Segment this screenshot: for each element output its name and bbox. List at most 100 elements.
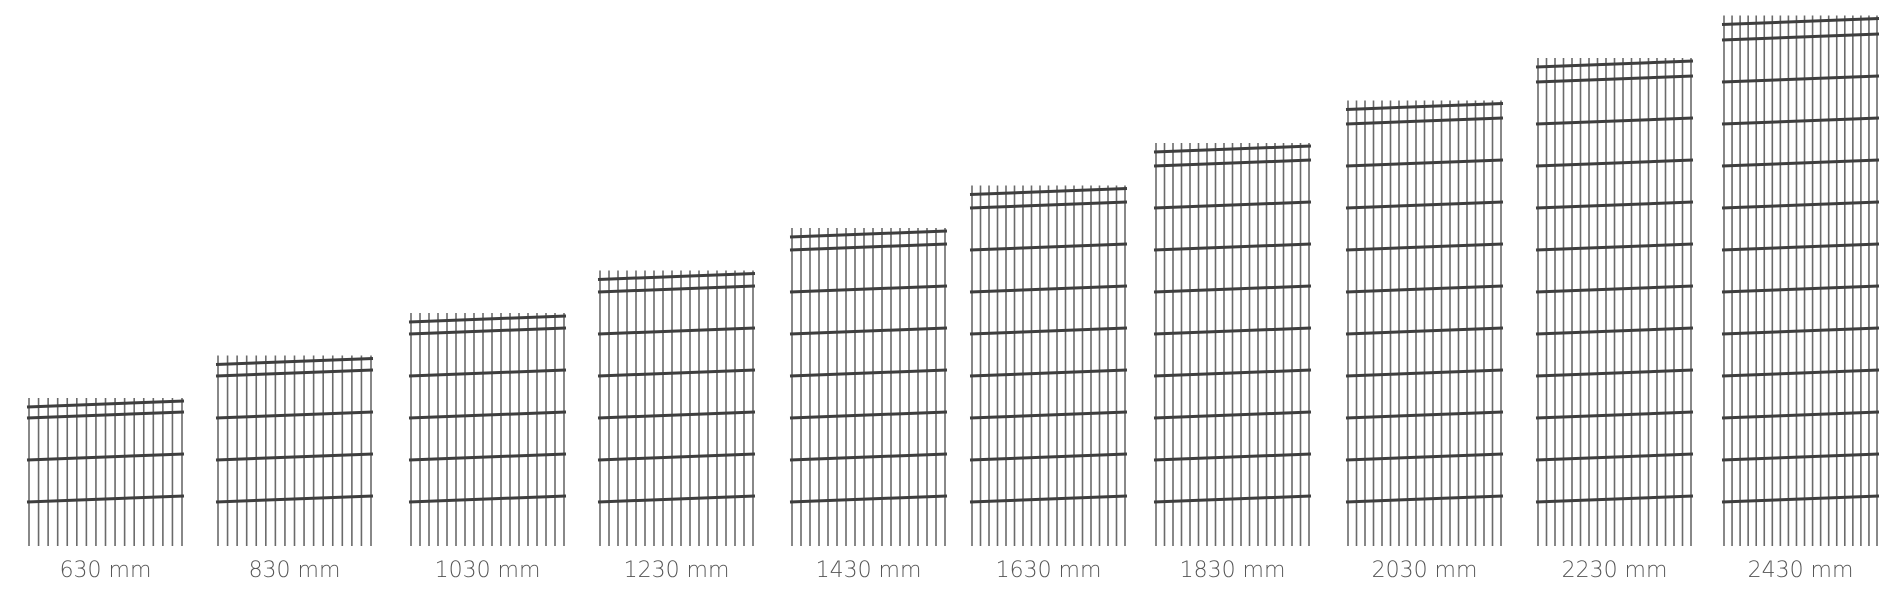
rail — [597, 494, 756, 504]
rail — [1535, 494, 1694, 504]
panel-label: 1230 mm — [624, 558, 730, 583]
rail — [1345, 158, 1504, 168]
fence-panel — [789, 228, 948, 546]
rail — [1721, 452, 1880, 462]
rail — [1153, 200, 1312, 210]
rail — [1345, 200, 1504, 210]
rail — [1345, 326, 1504, 336]
fence-panel — [1345, 100, 1504, 546]
rail — [26, 399, 185, 409]
panel-label: 1030 mm — [435, 558, 541, 583]
rail — [1535, 284, 1694, 294]
rail — [969, 200, 1128, 210]
rail — [969, 326, 1128, 336]
rail — [1153, 368, 1312, 378]
panel-label: 1830 mm — [1180, 558, 1286, 583]
fence-panel — [1153, 143, 1312, 546]
rail — [789, 452, 948, 462]
rail — [215, 368, 374, 378]
rail — [1721, 494, 1880, 504]
rail — [1721, 410, 1880, 420]
rail — [597, 452, 756, 462]
rail — [1721, 284, 1880, 294]
rail — [597, 326, 756, 336]
rail — [969, 187, 1128, 196]
rail — [1345, 410, 1504, 420]
rail — [597, 410, 756, 420]
rail — [215, 410, 374, 420]
rail — [1153, 284, 1312, 294]
panel-label: 2230 mm — [1562, 558, 1668, 583]
rail — [1345, 102, 1504, 111]
rail — [1535, 242, 1694, 252]
fence-panel — [1535, 58, 1694, 546]
rail — [1721, 368, 1880, 378]
fence-panel — [215, 355, 374, 546]
panel-label: 2030 mm — [1372, 558, 1478, 583]
rail — [26, 452, 185, 462]
rail — [789, 229, 948, 239]
rail — [789, 242, 948, 252]
fence-panel — [969, 185, 1128, 546]
rail — [969, 452, 1128, 462]
rail — [789, 494, 948, 504]
panel-label: 630 mm — [60, 558, 152, 583]
panel-label: 1630 mm — [996, 558, 1102, 583]
rail — [1153, 158, 1312, 168]
rail — [1535, 200, 1694, 210]
rail — [1345, 368, 1504, 378]
rail — [789, 284, 948, 294]
rail — [789, 326, 948, 336]
rail — [1721, 116, 1880, 126]
rail — [1153, 242, 1312, 252]
rail — [1153, 144, 1312, 154]
rail — [1153, 452, 1312, 462]
rail — [1153, 410, 1312, 420]
rail — [1721, 158, 1880, 168]
rail — [1153, 494, 1312, 504]
rail — [597, 368, 756, 378]
rail — [408, 326, 567, 336]
rail — [1721, 17, 1880, 26]
rail — [969, 368, 1128, 378]
rail — [26, 410, 185, 420]
rail — [1345, 452, 1504, 462]
panel-label: 1430 mm — [816, 558, 922, 583]
rail — [1721, 326, 1880, 336]
rail — [1153, 326, 1312, 336]
panel-label: 830 mm — [249, 558, 341, 583]
rail — [1535, 158, 1694, 168]
rail — [1721, 32, 1880, 42]
rail — [408, 452, 567, 462]
rail — [789, 368, 948, 378]
rail — [969, 242, 1128, 252]
rail — [789, 410, 948, 420]
rail — [1535, 116, 1694, 126]
fence-panel — [408, 313, 567, 546]
rail — [408, 410, 567, 420]
rail — [1345, 116, 1504, 126]
rail — [1345, 284, 1504, 294]
fence-panel — [597, 270, 756, 546]
rail — [215, 452, 374, 462]
rail — [1345, 242, 1504, 252]
rail — [408, 314, 567, 324]
rail — [597, 272, 756, 281]
rail — [1345, 494, 1504, 504]
rail — [1535, 59, 1694, 69]
rail — [969, 494, 1128, 504]
rail — [215, 357, 374, 366]
rail — [26, 494, 185, 504]
rail — [1535, 326, 1694, 336]
rail — [969, 284, 1128, 294]
rail — [597, 284, 756, 294]
rail — [408, 494, 567, 504]
rail — [215, 494, 374, 504]
rail — [1535, 74, 1694, 84]
rail — [1721, 74, 1880, 84]
rail — [1721, 242, 1880, 252]
fence-panel — [1721, 15, 1880, 546]
rail — [1535, 452, 1694, 462]
